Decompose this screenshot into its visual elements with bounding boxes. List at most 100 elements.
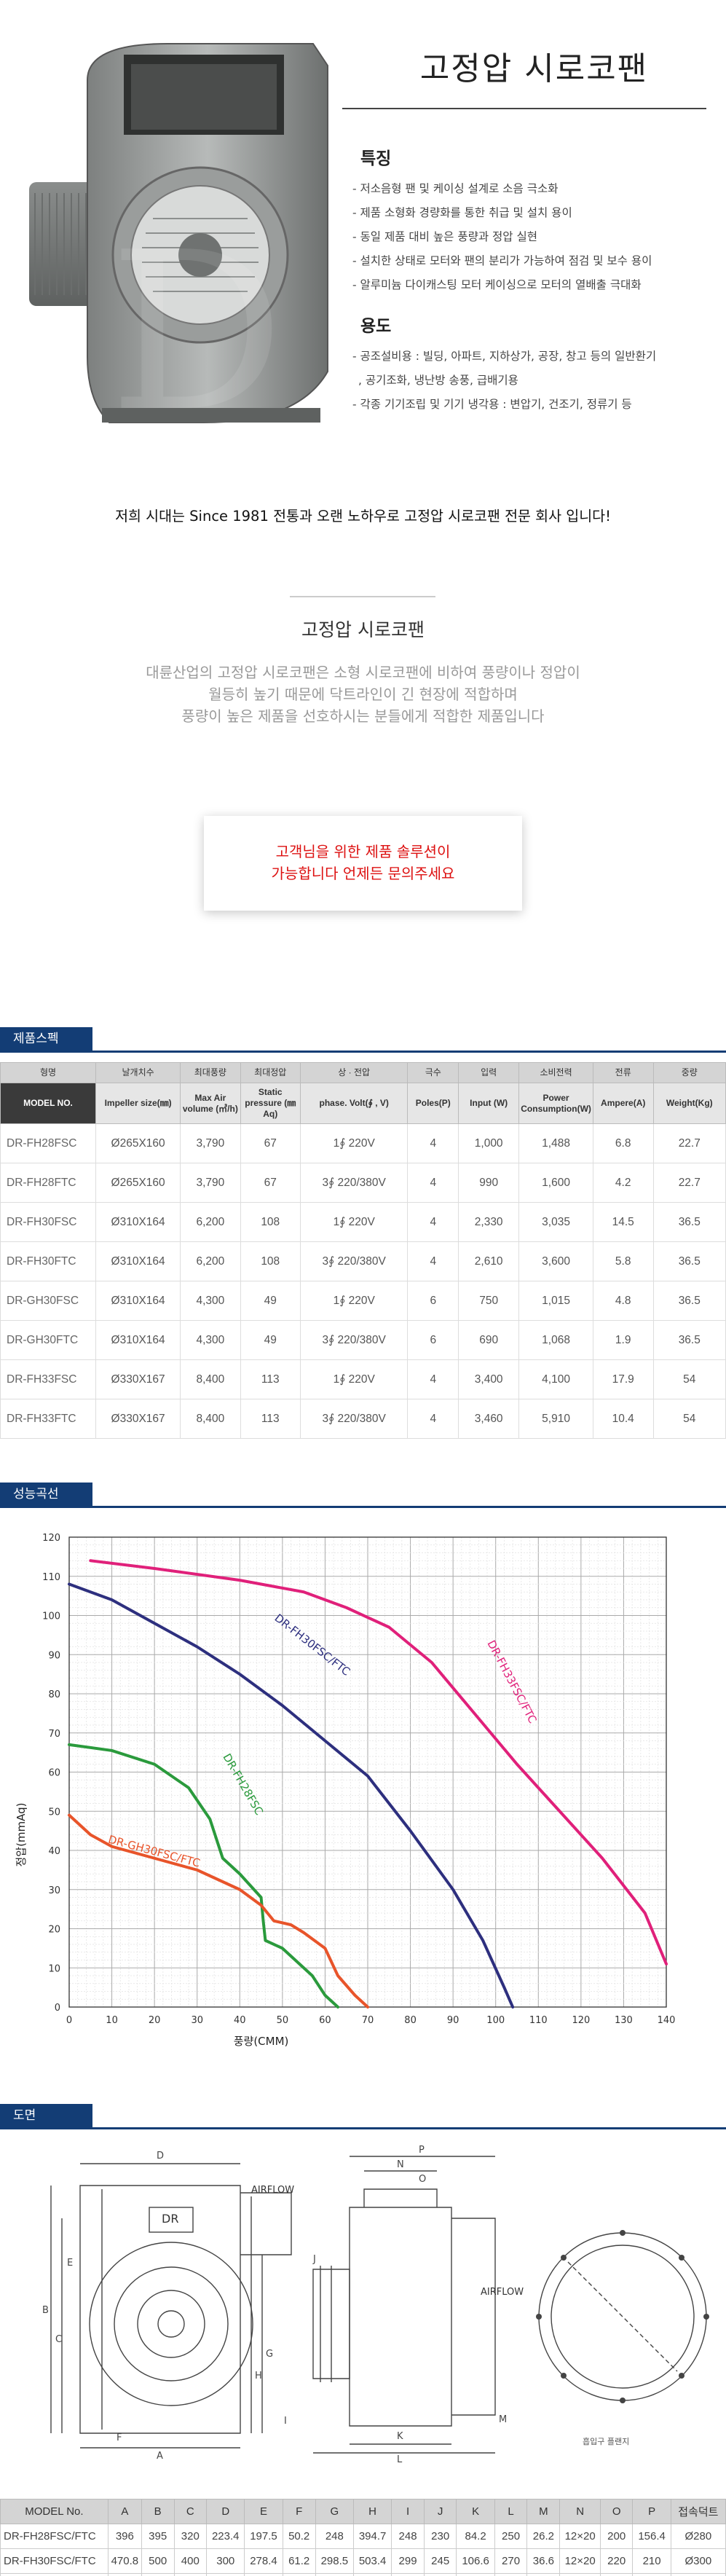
spec-cell: 49 [240,1320,301,1360]
x-tick-label: 130 [615,2015,633,2026]
dim-cell: 299 [391,2573,425,2576]
spec-cell: 4.8 [592,1281,654,1321]
x-tick-label: 20 [149,2015,161,2026]
uses-list: 공조설비용 : 빌딩, 아파트, 지하상가, 공장, 창고 등의 일반환기 , … [352,345,656,417]
spec-cell: 36.5 [652,1241,726,1281]
spec-cell: 8,400 [180,1359,241,1399]
dim-cell: 320 [173,2524,208,2549]
spec-cell: 113 [240,1399,301,1439]
dim-cell: 500 [141,2548,175,2574]
x-tick-label: 40 [234,2015,246,2026]
dim-cell: 298.5 [315,2573,354,2576]
dim-letter: M [499,2414,507,2425]
dim-cell: 220 [599,2548,634,2574]
dim-letter: D [157,2151,164,2161]
dim-cell: 61.2 [282,2548,316,2574]
spec-cell: 1.9 [592,1320,654,1360]
spec-cell: 2,330 [458,1202,520,1242]
svg-text:D: D [109,205,285,430]
dim-cell: 248 [391,2524,425,2549]
col-header: Static pressure (㎜Aq) [240,1083,301,1124]
x-tick-label: 110 [529,2015,548,2026]
col-header: 날개치수 [95,1062,181,1083]
spec-cell: 3,790 [180,1123,241,1163]
spec-cell: 8,400 [180,1399,241,1439]
dim-cell: 470.8 [107,2573,142,2576]
spec-cell: 4,300 [180,1281,241,1321]
dim-row: DR-FH28FSC/FTC 396 395 320 223.4 197.5 50.2 248… [0,2524,726,2549]
feature-item: 설치한 상태로 모터와 팬의 분리가 가능하여 점검 및 보수 용이 [352,249,652,273]
spec-label: 제품스펙 [0,1027,92,1051]
spec-row: DR-GH30FSC Ø310X164 4,300 49 1∮ 220V 6 750 1,01… [0,1281,726,1321]
spec-cell: 3,400 [458,1359,520,1399]
col-header: Ampere(A) [592,1083,654,1124]
dim-cell: 210 [632,2548,671,2574]
x-tick-label: 90 [447,2015,459,2026]
spec-cell: 36.5 [652,1281,726,1321]
dim-cell: 197.5 [244,2524,283,2549]
spec-cell: DR-FH28FTC [0,1163,97,1203]
contact-cta-box[interactable]: 고객님을 위한 제품 솔루션이 가능합니다 언제든 문의주세요 [204,816,522,911]
spec-cell: 14.5 [592,1202,654,1242]
dim-cell: 396 [107,2524,142,2549]
spec-cell: 6,200 [180,1241,241,1281]
spec-cell: 1,015 [518,1281,593,1321]
spec-cell: 4,300 [180,1320,241,1360]
cta-line: 가능합니다 언제든 문의주세요 [271,865,455,882]
col-header: Weight(Kg) [652,1083,726,1124]
dim-cell: 298.5 [315,2548,354,2574]
dim-cell: 156.4 [632,2524,671,2549]
use-item: 각종 기기조립 및 기기 냉각용 : 변압기, 건조기, 정류기 등 [352,393,656,417]
dim-cell: Ø300 [670,2573,726,2576]
x-tick-label: 30 [191,2015,203,2026]
title-divider [342,108,706,109]
spec-cell: 3∮ 220/380V [299,1399,409,1439]
dim-cell: 503.4 [352,2548,392,2574]
dim-letter: K [397,2431,403,2442]
y-tick-label: 90 [48,1650,60,1661]
dim-cell: 106.6 [456,2548,495,2574]
spec-cell: 4 [407,1359,459,1399]
col-header: Power Consumption(W) [518,1083,593,1124]
curve-label: 성능곡선 [0,1483,92,1506]
spec-cell: DR-FH28FSC [0,1123,97,1163]
spec-cell: DR-FH30FSC [0,1202,97,1242]
dim-cell: 300 [206,2573,245,2576]
spec-cell: 3,790 [180,1163,241,1203]
x-tick-label: 120 [572,2015,590,2026]
dim-letter: E [67,2258,73,2269]
dim-col-header: P [632,2499,671,2524]
spec-cell: 1∮ 220V [299,1281,409,1321]
x-tick-label: 70 [362,2015,374,2026]
dim-cell: 230 [423,2524,457,2549]
x-tick-label: 140 [658,2015,676,2026]
dim-col-header: I [391,2499,425,2524]
spec-cell: 54 [652,1399,726,1439]
y-tick-label: 50 [48,1807,60,1818]
dim-cell: 200 [599,2524,634,2549]
intro-title: 고정압 시로코팬 [301,619,425,640]
x-tick-label: 100 [486,2015,505,2026]
dim-cell: 245 [423,2548,457,2574]
dim-row: DR-FH30FSC/FTC 470.8 500 400 300 278.4 61.2 298… [0,2548,726,2574]
spec-cell: 4 [407,1241,459,1281]
spec-cell: 6,200 [180,1202,241,1242]
y-tick-label: 120 [42,1533,60,1544]
spec-cell: 6 [407,1281,459,1321]
features-heading: 특징 [360,149,392,168]
cta-line: 고객님을 위한 제품 솔루션이 [275,843,451,860]
col-header: Poles(P) [407,1083,459,1124]
spec-cell: 1,068 [518,1320,593,1360]
spec-cell: Ø265X160 [95,1163,181,1203]
airflow-label: AIRFLOW [481,2287,524,2298]
dim-col-header: O [599,2499,634,2524]
spec-cell: 22.7 [652,1123,726,1163]
hero-section: D 고정압 시로코팬 특징 저소음형 팬 및 케이싱 설계로 소음 극소화 제품… [0,0,726,466]
dim-col-header: MODEL No. [0,2499,108,2524]
x-tick-label: 0 [66,2015,72,2026]
dim-cell: 12×20 [559,2524,601,2549]
spec-cell: 108 [240,1241,301,1281]
spec-cell: 3,600 [518,1241,593,1281]
spec-row: DR-FH33FTC Ø330X167 8,400 113 3∮ 220/380V 4 3,… [0,1399,726,1439]
dim-cell: 36.6 [526,2573,561,2576]
